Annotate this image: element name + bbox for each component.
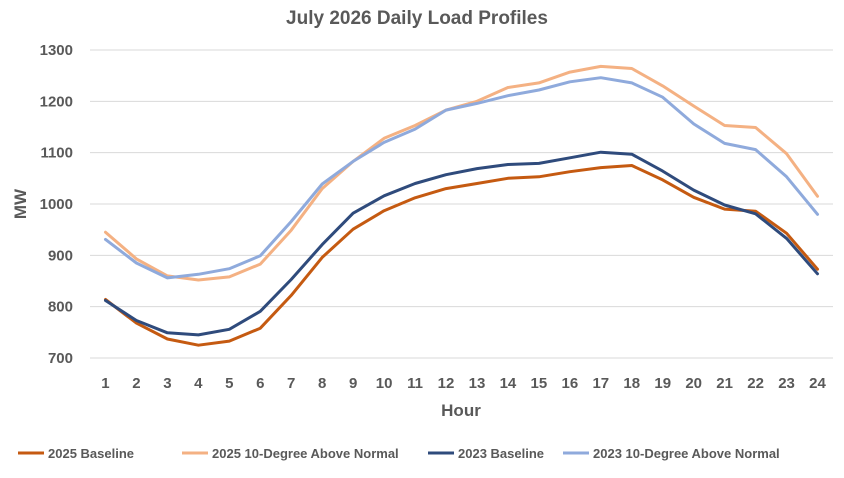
x-tick-label: 9 xyxy=(349,375,357,392)
x-tick-label: 21 xyxy=(716,375,733,392)
legend-label: 2023 Baseline xyxy=(458,446,544,461)
legend: 2025 Baseline 2025 10-Degree Above Normal… xyxy=(18,446,780,461)
x-tick-label: 20 xyxy=(685,375,702,392)
series-lines xyxy=(104,64,819,347)
x-axis-label: Hour xyxy=(441,401,481,420)
x-tick-label: 18 xyxy=(623,375,640,392)
y-tick-label: 900 xyxy=(48,247,73,264)
chart-title: July 2026 Daily Load Profiles xyxy=(286,8,548,29)
x-tick-label: 11 xyxy=(407,375,423,392)
y-tick-label: 700 xyxy=(48,350,73,367)
gridlines xyxy=(90,49,833,359)
x-tick-label: 10 xyxy=(376,375,393,392)
x-tick-label: 22 xyxy=(747,375,764,392)
x-tick-label: 15 xyxy=(531,375,548,392)
y-tick-label: 1200 xyxy=(40,93,73,110)
series-line-2 xyxy=(104,64,819,282)
x-tick-label: 16 xyxy=(562,375,579,392)
y-tick-label: 1100 xyxy=(40,145,73,162)
y-tick-label: 800 xyxy=(48,299,73,316)
x-tick-label: 3 xyxy=(163,375,171,392)
x-tick-label: 8 xyxy=(318,375,326,392)
x-tick-label: 14 xyxy=(500,375,517,392)
x-tick-label: 17 xyxy=(592,375,609,392)
legend-label: 2025 10-Degree Above Normal xyxy=(212,446,399,461)
legend-label: 2025 Baseline xyxy=(48,446,134,461)
x-tick-label: 1 xyxy=(101,375,109,392)
x-tick-label: 19 xyxy=(654,375,671,392)
legend-label: 2023 10-Degree Above Normal xyxy=(593,446,780,461)
y-axis-ticks: 700 800 900 1000 1100 1200 1300 xyxy=(40,42,73,367)
series-line-1 xyxy=(104,164,819,347)
x-tick-label: 13 xyxy=(469,375,486,392)
y-tick-label: 1000 xyxy=(40,196,73,213)
y-tick-label: 1300 xyxy=(40,42,73,59)
x-tick-label: 7 xyxy=(287,375,295,392)
x-tick-label: 5 xyxy=(225,375,233,392)
x-tick-label: 4 xyxy=(194,375,203,392)
x-tick-label: 6 xyxy=(256,375,264,392)
x-axis-ticks: 1 2 3 4 5 6 7 8 9 10 11 12 13 14 15 16 17 18 19 20 21 22 23 24 xyxy=(101,375,826,392)
x-tick-label: 12 xyxy=(438,375,455,392)
x-tick-label: 2 xyxy=(132,375,140,392)
x-tick-label: 24 xyxy=(809,375,826,392)
series-line-3 xyxy=(104,150,819,337)
x-tick-label: 23 xyxy=(778,375,795,392)
y-axis-label: MW xyxy=(11,188,30,219)
series-line-4 xyxy=(104,76,819,280)
